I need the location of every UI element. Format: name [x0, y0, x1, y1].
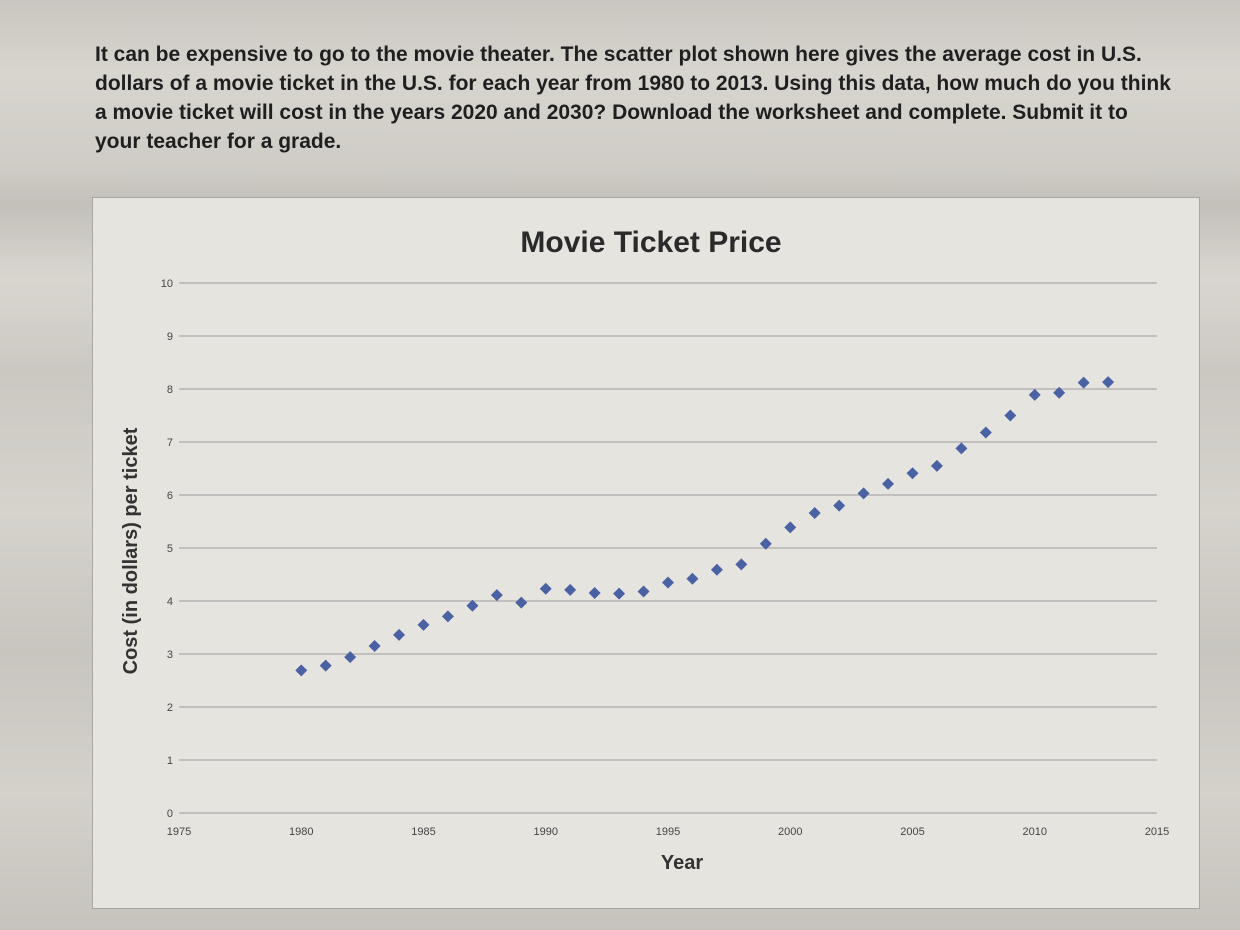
- data-point-1996: [686, 572, 699, 585]
- data-point-2004: [882, 477, 895, 490]
- data-point-1991: [564, 583, 577, 596]
- x-tick-labels: 1975 1980 1985 1990 1995 2000 2005 2010 2015: [167, 826, 1169, 838]
- x-axis-label: Year: [661, 852, 703, 874]
- y-tick-label: 9: [167, 331, 173, 343]
- x-tick-label: 2005: [900, 826, 924, 838]
- data-point-1983: [368, 640, 381, 653]
- x-tick-label: 1975: [167, 826, 191, 838]
- chart-panel: 0 1 2 3 4 5 6 7 8 9 10 1975 1980 1985 1990 1995 2000 200…: [92, 197, 1200, 909]
- data-point-2012: [1077, 376, 1090, 389]
- x-tick-label: 1995: [656, 826, 680, 838]
- x-tick-label: 1985: [411, 826, 435, 838]
- data-point-2009: [1004, 409, 1017, 422]
- data-point-2000: [784, 521, 797, 534]
- data-point-2011: [1053, 386, 1066, 399]
- data-point-1990: [539, 582, 552, 595]
- x-tick-label: 1980: [289, 826, 313, 838]
- data-point-2010: [1028, 388, 1041, 401]
- data-point-2003: [857, 487, 870, 500]
- y-tick-label: 3: [167, 649, 173, 661]
- y-tick-labels: 0 1 2 3 4 5 6 7 8 9 10: [161, 278, 173, 820]
- data-point-1980: [295, 664, 308, 677]
- data-point-2001: [808, 507, 821, 520]
- data-point-1985: [417, 618, 430, 631]
- gridlines: [179, 282, 1157, 814]
- data-point-1998: [735, 558, 748, 571]
- data-point-1988: [490, 589, 503, 602]
- data-point-2005: [906, 467, 919, 480]
- chart-title: Movie Ticket Price: [520, 226, 781, 259]
- x-tick-label: 2000: [778, 826, 802, 838]
- data-point-2008: [979, 426, 992, 439]
- y-tick-label: 5: [167, 543, 173, 555]
- data-point-1992: [588, 587, 601, 600]
- data-point-1997: [710, 563, 723, 576]
- data-point-2002: [833, 499, 846, 512]
- data-point-1982: [344, 651, 357, 664]
- y-tick-label: 1: [167, 755, 173, 767]
- data-point-2013: [1102, 376, 1115, 389]
- y-tick-label: 0: [167, 808, 173, 820]
- y-tick-label: 4: [167, 596, 173, 608]
- data-point-1981: [319, 659, 332, 672]
- data-point-2007: [955, 442, 968, 455]
- data-point-1999: [759, 537, 772, 550]
- data-point-1986: [441, 610, 454, 623]
- question-text: It can be expensive to go to the movie t…: [95, 43, 1171, 153]
- data-point-1993: [613, 587, 626, 600]
- data-point-1994: [637, 585, 650, 598]
- y-tick-label: 6: [167, 490, 173, 502]
- y-axis-label: Cost (in dollars) per ticket: [120, 427, 142, 674]
- x-tick-label: 2015: [1145, 826, 1169, 838]
- x-tick-label: 2010: [1023, 826, 1047, 838]
- x-tick-label: 1990: [534, 826, 558, 838]
- y-tick-label: 10: [161, 278, 173, 290]
- y-tick-label: 7: [167, 437, 173, 449]
- data-point-1989: [515, 596, 528, 609]
- y-tick-label: 2: [167, 702, 173, 714]
- data-point-1995: [662, 576, 674, 589]
- data-point-1984: [393, 628, 406, 641]
- y-tick-label: 8: [167, 384, 173, 396]
- data-point-2006: [930, 459, 943, 472]
- scatter-chart: 0 1 2 3 4 5 6 7 8 9 10 1975 1980 1985 1990 1995 2000 200…: [120, 226, 1169, 874]
- data-point-1987: [466, 599, 479, 612]
- data-points: [295, 376, 1115, 677]
